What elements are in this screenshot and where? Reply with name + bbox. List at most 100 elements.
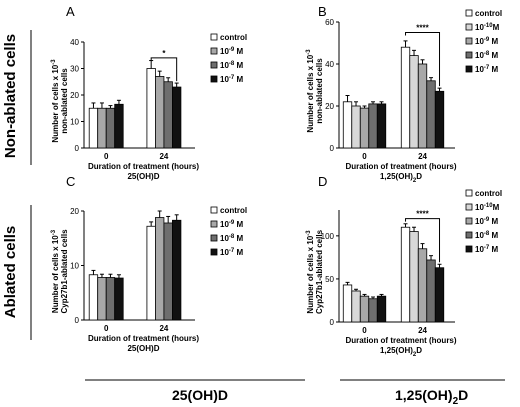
y-tick-label: 40 <box>70 38 79 47</box>
bar <box>400 46 411 149</box>
bar <box>351 290 361 323</box>
bar <box>376 103 387 149</box>
bar <box>146 225 156 321</box>
bar <box>172 86 182 149</box>
legend-swatch <box>465 245 473 253</box>
legend-swatch <box>465 37 473 45</box>
significance-bracket <box>405 32 441 87</box>
x-tick-label: 24 <box>159 152 168 161</box>
bar <box>105 107 116 149</box>
y-tick-label: 0 <box>75 316 80 325</box>
legend-swatch <box>210 47 218 55</box>
y-tick-label: 50 <box>325 275 334 284</box>
compound-label: 1,25(OH)2D <box>380 346 422 358</box>
legend-label: 10-8 M <box>475 231 498 240</box>
x-tick-label: 0 <box>104 324 109 333</box>
x-axis-label: Duration of treatment (hours) <box>88 162 199 171</box>
legend-label: 10-7 M <box>475 65 498 74</box>
legend-swatch <box>210 33 218 41</box>
bar <box>426 80 436 149</box>
panel-b: B 0 20 40 60 0 24 **** Duration of treatment (ho… <box>306 4 502 184</box>
bar <box>359 107 370 149</box>
legend-label: 10-8 M <box>220 61 243 70</box>
bar <box>351 105 361 149</box>
bar <box>368 103 378 149</box>
x-axis-label: Duration of treatment (hours) <box>88 334 199 343</box>
legend-swatch <box>465 65 473 73</box>
bar <box>88 107 99 149</box>
legend-swatch <box>465 217 473 225</box>
legend-swatch <box>465 231 473 239</box>
y-axis-label: Number of cells x 10-3 <box>51 229 60 313</box>
bottom-label-25ohd: 25(OH)D <box>172 387 228 403</box>
x-tick-label: 0 <box>104 152 109 161</box>
significance-label: **** <box>416 24 429 33</box>
y-tick-label: 30 <box>70 65 79 74</box>
bar <box>368 298 378 323</box>
legend-swatch <box>210 75 218 83</box>
y-tick-label: 0 <box>330 144 335 153</box>
panel-a: A 0 10 20 30 40 0 24 * Duration of treatment (hou… <box>51 4 247 181</box>
bar <box>114 103 124 149</box>
legend-label: 10-10M <box>475 23 500 32</box>
legend-swatch <box>465 23 473 31</box>
bar <box>400 226 411 323</box>
y-axis-label-line2: non-ablated cells <box>60 68 69 134</box>
legend-swatch <box>210 61 218 69</box>
legend-swatch <box>465 203 473 211</box>
bar <box>105 277 116 321</box>
significance-label: **** <box>416 210 429 219</box>
compound-label: 1,25(OH)2D <box>380 172 422 184</box>
legend-label: 10-9 M <box>475 217 498 226</box>
bar <box>376 295 387 323</box>
y-axis-label: Number of cells x 10-3 <box>306 230 315 314</box>
legend-label: control <box>475 189 502 198</box>
bar <box>172 219 182 321</box>
y-tick-label: 100 <box>321 232 335 241</box>
legend-label: control <box>220 206 247 215</box>
legend-label: 10-8 M <box>475 51 498 60</box>
y-tick-label: 20 <box>325 102 334 111</box>
x-tick-label: 24 <box>159 324 168 333</box>
bar <box>434 90 445 149</box>
bar <box>114 277 124 321</box>
bar <box>409 55 419 149</box>
legend-swatch <box>465 51 473 59</box>
legend-label: control <box>475 9 502 18</box>
bar <box>426 259 436 323</box>
y-tick-label: 20 <box>70 91 79 100</box>
x-axis-label: Duration of treatment (hours) <box>345 336 456 345</box>
bar <box>409 231 419 323</box>
legend-label: 10-7 M <box>220 248 243 257</box>
bar <box>88 274 99 321</box>
x-tick-label: 0 <box>362 326 367 335</box>
panel-letter: B <box>318 4 327 19</box>
panel-letter: D <box>318 174 327 189</box>
legend-swatch <box>465 189 473 197</box>
x-axis-label: Duration of treatment (hours) <box>345 162 456 171</box>
y-tick-label: 10 <box>70 118 79 127</box>
bar <box>342 284 353 323</box>
significance-bracket <box>405 218 441 263</box>
y-axis-label-line2: Cyp27b1-ablated cells <box>315 229 324 314</box>
bottom-label-125ohd: 1,25(OH)2D <box>395 387 468 407</box>
bar <box>163 222 173 321</box>
bar <box>434 267 445 323</box>
bar <box>163 81 173 149</box>
x-tick-label: 24 <box>418 152 427 161</box>
y-axis-label-line2: Cyp27b1-ablated cells <box>60 229 69 314</box>
y-axis-label-line2: non-ablated cells <box>315 58 324 124</box>
panel-d: D 0 50 100 0 24 **** Duration of treatment (hou… <box>306 174 502 358</box>
bar <box>155 76 165 149</box>
legend-label: control <box>220 33 247 42</box>
row-label-non-ablated: Non-ablated cells <box>2 34 19 158</box>
legend-swatch <box>210 248 218 256</box>
x-tick-label: 0 <box>362 152 367 161</box>
bar <box>417 63 428 149</box>
legend-label: 10-9 M <box>220 220 243 229</box>
legend-label: 10-9 M <box>475 37 498 46</box>
legend-label: 10-10M <box>475 203 500 212</box>
bar <box>146 68 156 149</box>
y-axis-label: Number of cells x 10-3 <box>51 59 60 143</box>
